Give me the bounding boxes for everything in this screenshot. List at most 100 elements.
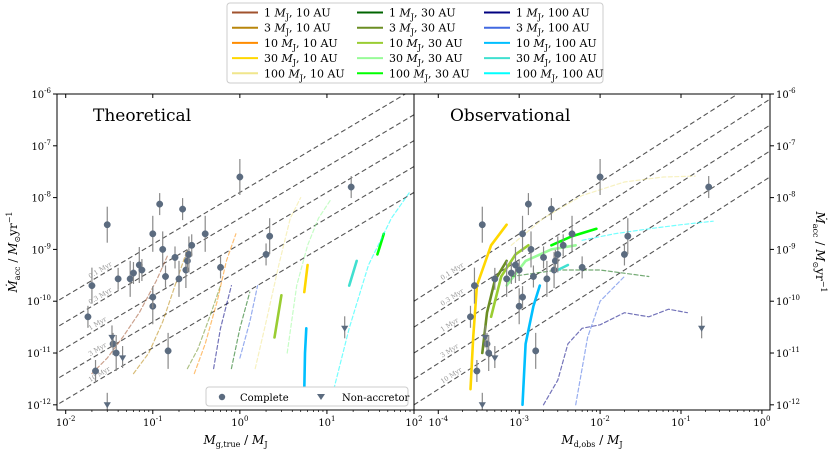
data-point-complete bbox=[559, 241, 567, 249]
y-tick-label: 10-10 bbox=[27, 294, 51, 308]
track-line bbox=[575, 275, 625, 406]
data-point-complete bbox=[624, 232, 632, 240]
y-tick-label: 10-7 bbox=[776, 139, 796, 153]
y-tick-label: 10-9 bbox=[776, 242, 796, 256]
y-tick-label: 10-12 bbox=[776, 398, 800, 412]
legend-entry-label: 3 MJ, 30 AU bbox=[389, 22, 456, 37]
data-point-complete bbox=[515, 302, 523, 310]
legend-entry-label: 10 MJ, 30 AU bbox=[389, 37, 463, 52]
x-tick-label: 10-4 bbox=[428, 415, 448, 429]
data-point-complete bbox=[138, 266, 146, 274]
data-point-complete bbox=[171, 253, 179, 261]
data-point-complete bbox=[114, 275, 122, 283]
data-point-complete bbox=[519, 293, 526, 301]
track-line bbox=[254, 197, 302, 370]
data-point-complete bbox=[149, 293, 157, 301]
track-line bbox=[193, 233, 237, 375]
data-point-non-accretor bbox=[491, 355, 499, 362]
y-tick-label: 10-9 bbox=[31, 242, 51, 256]
data-point-complete bbox=[156, 200, 164, 208]
data-point-complete bbox=[164, 347, 172, 355]
data-point-complete bbox=[491, 275, 499, 283]
data-point-complete bbox=[478, 221, 486, 229]
data-point-complete bbox=[705, 183, 713, 191]
data-point-non-accretor bbox=[103, 402, 111, 409]
isochrone-line bbox=[414, 124, 770, 354]
track-line bbox=[581, 220, 714, 241]
data-point-complete bbox=[126, 275, 134, 283]
track-line bbox=[91, 253, 169, 375]
x-tick-label: 10-3 bbox=[509, 415, 529, 429]
data-point-complete bbox=[529, 273, 537, 280]
track-line bbox=[303, 263, 309, 294]
data-point-complete bbox=[503, 275, 511, 283]
data-point-complete bbox=[182, 266, 190, 274]
isochrone-line bbox=[414, 98, 770, 328]
axes-frame bbox=[413, 93, 771, 411]
legend-entry-label: 1 MJ, 30 AU bbox=[389, 7, 456, 22]
legend-entry-label: 30 MJ, 100 AU bbox=[516, 52, 597, 67]
data-point-complete bbox=[620, 250, 628, 258]
y-tick-label: 10-11 bbox=[27, 346, 51, 360]
marker-legend-frame bbox=[205, 386, 409, 407]
data-point-complete bbox=[109, 340, 117, 348]
legend-entry-label: 100 MJ, 100 AU bbox=[516, 67, 604, 82]
legend-entry-label: 3 MJ, 100 AU bbox=[516, 22, 590, 37]
data-point-complete bbox=[532, 347, 540, 355]
isochrone-line bbox=[57, 94, 407, 302]
legend-entry-label: 1 MJ, 100 AU bbox=[516, 7, 590, 22]
data-point-non-accretor bbox=[698, 325, 706, 332]
track-line bbox=[230, 291, 251, 370]
track-line bbox=[186, 285, 222, 370]
track-line bbox=[213, 285, 232, 370]
data-point-complete bbox=[519, 230, 526, 238]
data-point-complete bbox=[554, 250, 562, 258]
axes-frame bbox=[56, 93, 415, 411]
marker-legend-complete-label: Complete bbox=[240, 393, 289, 404]
y-tick-label: 10-8 bbox=[776, 191, 796, 205]
data-point-complete bbox=[236, 173, 244, 181]
data-point-non-accretor bbox=[478, 402, 486, 409]
track-line bbox=[239, 285, 259, 359]
isochrone-label: 3 Myr bbox=[87, 341, 109, 358]
y-tick-label: 10-10 bbox=[776, 294, 800, 308]
data-point-complete bbox=[130, 269, 137, 277]
data-point-complete bbox=[507, 269, 515, 277]
y-axis-label: Ṁacc / M⊙yr−1 bbox=[811, 210, 828, 292]
track-line bbox=[542, 308, 688, 406]
data-point-complete bbox=[88, 282, 96, 290]
data-point-complete bbox=[103, 221, 111, 229]
x-axis-label: Mg,true / MJ bbox=[202, 433, 267, 449]
marker-legend-non-accretor-symbol bbox=[317, 394, 325, 400]
isochrone-line bbox=[57, 139, 414, 354]
data-point-complete bbox=[262, 250, 270, 258]
data-point-complete bbox=[596, 173, 604, 181]
data-point-complete bbox=[515, 266, 523, 274]
isochrone-line bbox=[57, 114, 414, 328]
data-point-complete bbox=[540, 253, 547, 261]
data-point-complete bbox=[92, 367, 99, 375]
y-axis-label: Ṁacc / M⊙yr−1 bbox=[5, 211, 22, 293]
panel-title: Theoretical bbox=[93, 106, 191, 126]
legend-entry-label: 30 MJ, 10 AU bbox=[264, 52, 338, 67]
data-point-complete bbox=[188, 241, 196, 249]
isochrone-label: 10 Myr bbox=[439, 365, 464, 385]
marker-legend-non-accretor-label: Non-accretor bbox=[342, 393, 409, 404]
data-point-complete bbox=[485, 349, 493, 357]
panel-title: Observational bbox=[450, 106, 571, 126]
data-point-complete bbox=[112, 349, 120, 357]
data-point-complete bbox=[471, 282, 478, 290]
data-point-non-accretor bbox=[118, 355, 127, 362]
track-line bbox=[286, 199, 332, 354]
y-tick-label: 10-7 bbox=[31, 139, 51, 153]
data-point-non-accretor bbox=[341, 325, 349, 332]
y-tick-label: 10-6 bbox=[776, 87, 796, 101]
track-line bbox=[333, 191, 411, 390]
x-tick-label: 10-1 bbox=[143, 415, 163, 429]
data-point-non-accretor bbox=[481, 334, 489, 341]
data-point-complete bbox=[201, 230, 209, 238]
